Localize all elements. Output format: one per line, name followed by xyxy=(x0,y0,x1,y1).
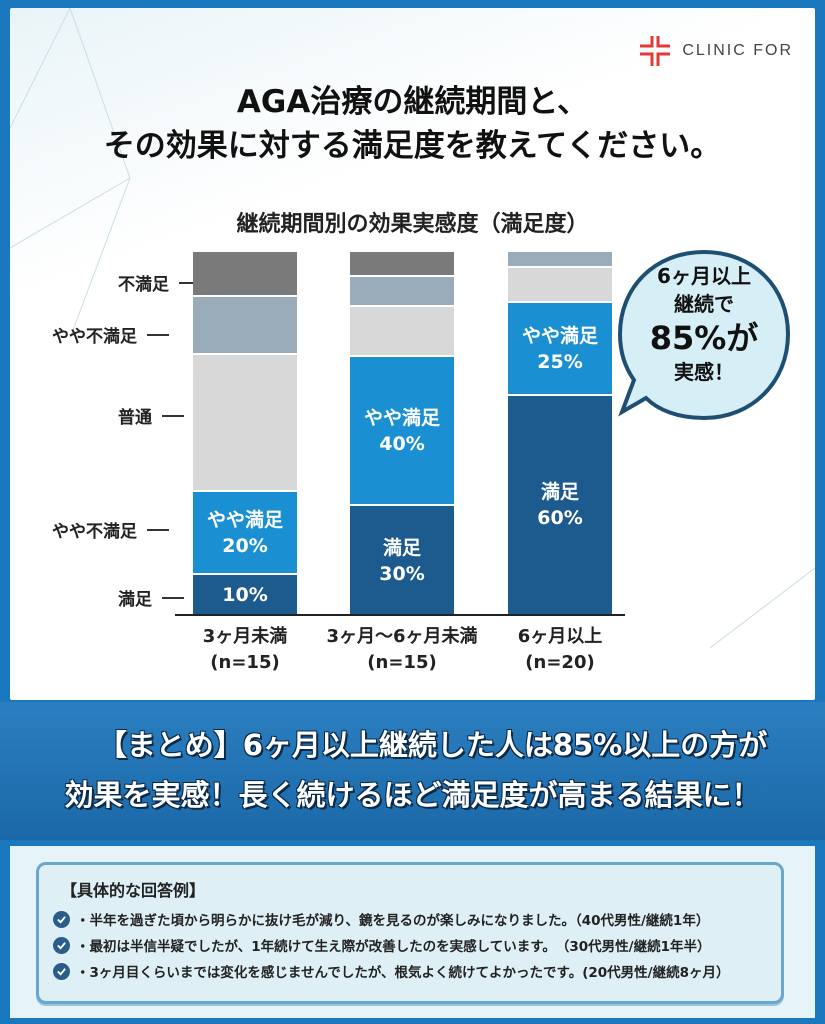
check-circle-icon xyxy=(53,962,70,980)
bar-under-3-months: やや満足 20% 10% xyxy=(193,252,297,615)
y-label-somewhat-dissatisfied-2: やや不満足 xyxy=(52,517,169,542)
summary-line-2: 効果を実感！長く続けるほど満足度が高まる結果に！ xyxy=(64,778,761,812)
summary-line-1: 【まとめ】6ヶ月以上継続した人は85%以上の方が xyxy=(97,728,768,762)
page-title: AGA治療の継続期間と、 その効果に対する満足度を教えてください。 xyxy=(103,84,722,164)
segment-somewhat-dissatisfied xyxy=(193,297,297,355)
segment-somewhat-satisfied: やや満足 20% xyxy=(193,492,297,575)
y-label-satisfied: 満足 xyxy=(118,585,184,610)
clinic-for-logo: CLINIC FOR xyxy=(638,34,793,68)
bar-3-to-6-months: やや満足 40% 満足 30% xyxy=(350,252,454,615)
segment-dissatisfied xyxy=(350,252,454,277)
segment-dissatisfied xyxy=(193,252,297,297)
segment-satisfied: 10% xyxy=(193,575,297,615)
chart-title: 継続期間別の効果実感度（満足度） xyxy=(236,212,589,237)
bubble-text: 6ヶ月以上 継続で 85%が 実感！ xyxy=(649,264,759,384)
speech-bubble xyxy=(617,249,791,421)
examples-panel: 【具体的な回答例】 ・半年を過ぎた頃から明らかに抜け毛が減り、鏡を見るのが楽しみ… xyxy=(36,862,784,1004)
y-label-neutral: 普通 xyxy=(118,403,184,428)
x-axis xyxy=(175,614,625,616)
cross-icon xyxy=(640,36,671,66)
examples-title: 【具体的な回答例】 xyxy=(61,881,206,900)
segment-neutral xyxy=(508,268,612,303)
example-item: ・半年を過ぎた頃から明らかに抜け毛が減り、鏡を見るのが楽しみになりました。（40… xyxy=(53,909,709,929)
x-label-under-3-months: 3ヶ月未満 (n=15) xyxy=(202,626,288,673)
y-label-somewhat-dissatisfied: やや不満足 xyxy=(52,322,169,347)
example-item: ・最初は半信半疑でしたが、1年続けて生え際が改善したのを実感しています。 （30… xyxy=(53,935,710,955)
example-item: ・3ヶ月目くらいまでは変化を感じませんでしたが、根気よく続けてよかったです。(2… xyxy=(53,961,729,981)
y-label-dissatisfied: 不満足 xyxy=(118,270,201,295)
segment-neutral xyxy=(350,307,454,357)
segment-neutral xyxy=(193,355,297,492)
check-circle-icon xyxy=(53,910,70,928)
segment-somewhat-dissatisfied xyxy=(508,252,612,268)
x-label-3-to-6-months: 3ヶ月～6ヶ月未満 (n=15) xyxy=(326,626,478,673)
check-circle-icon xyxy=(53,936,70,954)
x-label-6-months-plus: 6ヶ月以上 (n=20) xyxy=(517,626,603,673)
summary-banner: 【まとめ】6ヶ月以上継続した人は85%以上の方が 効果を実感！長く続けるほど満足… xyxy=(0,702,825,840)
segment-somewhat-dissatisfied xyxy=(350,277,454,307)
background-pattern xyxy=(10,8,815,649)
segment-somewhat-satisfied: やや満足 25% xyxy=(508,303,612,396)
bar-6-months-plus: やや満足 25% 満足 60% xyxy=(508,252,612,614)
segment-satisfied: 満足 60% xyxy=(508,396,612,614)
logo-text: CLINIC FOR xyxy=(682,42,793,59)
segment-somewhat-satisfied: やや満足 40% xyxy=(350,357,454,506)
segment-satisfied: 満足 30% xyxy=(350,506,454,615)
